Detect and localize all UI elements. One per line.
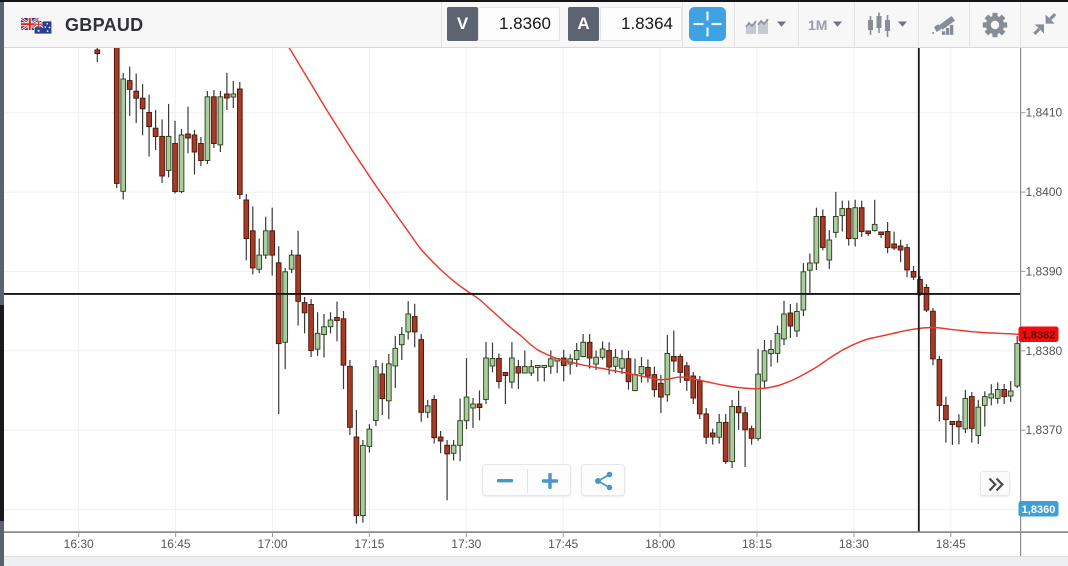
svg-text:18:45: 18:45 — [936, 537, 966, 551]
svg-text:1,8382: 1,8382 — [1022, 330, 1056, 342]
svg-text:18:15: 18:15 — [742, 537, 772, 551]
svg-text:17:30: 17:30 — [451, 537, 481, 551]
svg-text:1,8370: 1,8370 — [1026, 423, 1063, 437]
svg-text:1,8400: 1,8400 — [1026, 185, 1063, 199]
svg-text:17:45: 17:45 — [548, 537, 578, 551]
svg-text:18:00: 18:00 — [645, 537, 675, 551]
svg-text:1,8380: 1,8380 — [1026, 344, 1063, 358]
svg-text:17:15: 17:15 — [354, 537, 384, 551]
svg-text:1,8410: 1,8410 — [1026, 106, 1063, 120]
svg-text:16:45: 16:45 — [161, 537, 191, 551]
svg-text:17:00: 17:00 — [257, 537, 287, 551]
svg-text:18:30: 18:30 — [839, 537, 869, 551]
svg-text:1,8360: 1,8360 — [1022, 504, 1056, 516]
svg-text:16:30: 16:30 — [64, 537, 94, 551]
svg-text:1,8390: 1,8390 — [1026, 264, 1063, 278]
